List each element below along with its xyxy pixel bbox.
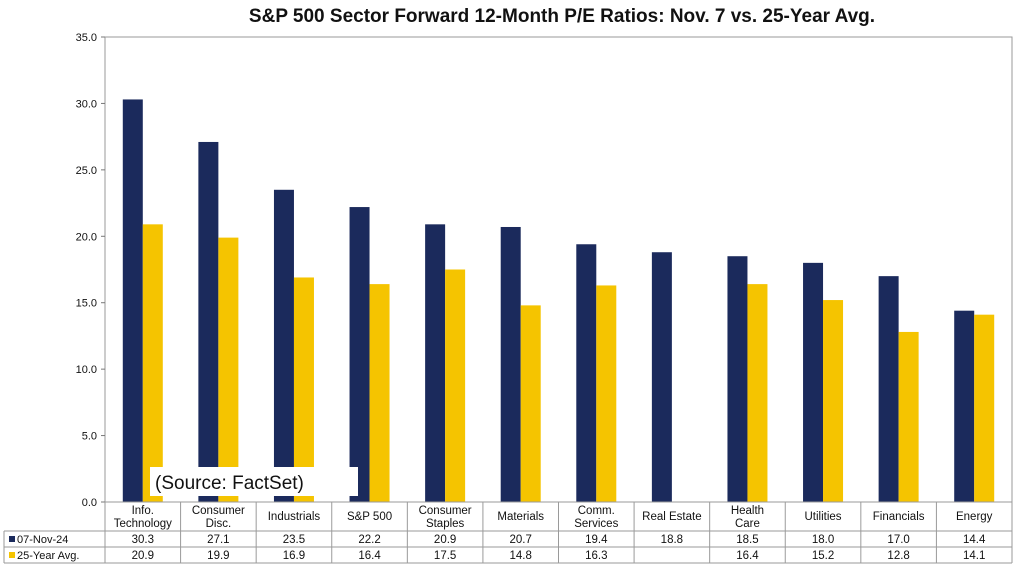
y-tick-label: 20.0	[76, 231, 97, 243]
data-label: 18.8	[661, 534, 683, 546]
bar-avg	[823, 300, 844, 502]
data-label: 15.2	[812, 550, 834, 562]
source-box	[150, 467, 358, 496]
category-label: Energy	[956, 511, 993, 523]
category-label: Consumer	[419, 505, 472, 517]
category-label: Financials	[873, 511, 925, 523]
legend-key	[9, 536, 15, 542]
bar-current	[500, 226, 521, 502]
bar-avg	[142, 224, 163, 503]
data-label: 20.9	[132, 550, 154, 562]
data-label: 19.4	[585, 534, 608, 546]
data-label: 19.9	[207, 550, 229, 562]
category-label: Info.	[132, 505, 154, 517]
data-label: 30.3	[132, 534, 154, 546]
bar-avg	[747, 284, 768, 502]
y-tick-label: 35.0	[76, 32, 97, 44]
bar-current	[122, 99, 143, 502]
data-label: 27.1	[207, 534, 229, 546]
bar-current	[954, 310, 975, 502]
data-label: 16.3	[585, 550, 607, 562]
chart-title: S&P 500 Sector Forward 12-Month P/E Rati…	[249, 6, 875, 27]
category-label: Utilities	[805, 511, 842, 523]
data-label: 14.4	[963, 534, 986, 546]
data-label: 16.9	[283, 550, 305, 562]
legend-label: 25-Year Avg.	[17, 550, 79, 562]
category-label: Health	[731, 505, 764, 517]
data-label: 22.2	[358, 534, 380, 546]
data-label: 23.5	[283, 534, 305, 546]
data-label: 14.8	[510, 550, 532, 562]
bar-avg	[218, 237, 239, 502]
bar-current	[273, 189, 294, 503]
bar-avg	[596, 285, 617, 502]
legend-key	[9, 552, 15, 558]
category-label: S&P 500	[347, 511, 392, 523]
category-label: Materials	[497, 511, 544, 523]
data-label: 20.9	[434, 534, 456, 546]
bar-avg	[369, 284, 390, 502]
bar-avg	[445, 269, 466, 502]
data-label: 20.7	[510, 534, 532, 546]
y-tick-label: 5.0	[82, 431, 97, 443]
y-tick-label: 15.0	[76, 298, 97, 310]
bar-current	[878, 276, 899, 502]
bar-current	[727, 256, 748, 502]
source-annotation: (Source: FactSet)	[150, 467, 358, 496]
y-tick-label: 0.0	[82, 497, 97, 509]
bar-current	[349, 207, 370, 503]
category-label: Staples	[426, 518, 465, 530]
category-label: Consumer	[192, 505, 245, 517]
data-label: 16.4	[358, 550, 381, 562]
category-label: Services	[574, 518, 618, 530]
category-label: Care	[735, 518, 760, 530]
data-label: 14.1	[963, 550, 985, 562]
data-label: 18.0	[812, 534, 834, 546]
data-label: 17.5	[434, 550, 456, 562]
y-tick-label: 30.0	[76, 98, 97, 110]
source-text: (Source: FactSet)	[155, 473, 304, 494]
legend-label: 07-Nov-24	[17, 534, 68, 546]
bar-avg	[293, 277, 314, 502]
bar-current	[198, 141, 219, 502]
data-label: 17.0	[887, 534, 909, 546]
category-label: Technology	[114, 518, 172, 530]
bar-avg	[898, 331, 919, 502]
y-tick-label: 10.0	[76, 364, 97, 376]
category-label: Real Estate	[642, 511, 701, 523]
bar-avg	[520, 305, 541, 502]
y-tick-label: 25.0	[76, 165, 97, 177]
bar-current	[576, 244, 597, 502]
category-label: Comm.	[578, 505, 615, 517]
bar-current	[803, 262, 824, 502]
data-label: 16.4	[736, 550, 759, 562]
bar-avg	[974, 314, 995, 502]
category-label: Industrials	[268, 511, 321, 523]
plot-frame	[104, 36, 1013, 503]
data-label: 12.8	[887, 550, 909, 562]
bar-current	[425, 224, 446, 503]
plot-area: 0.0 5.0 10.0 15.0 20.0 25.0 30.0 35.0	[76, 32, 1013, 509]
category-label: Disc.	[206, 518, 232, 530]
bar-current	[651, 252, 672, 502]
data-label: 18.5	[736, 534, 758, 546]
